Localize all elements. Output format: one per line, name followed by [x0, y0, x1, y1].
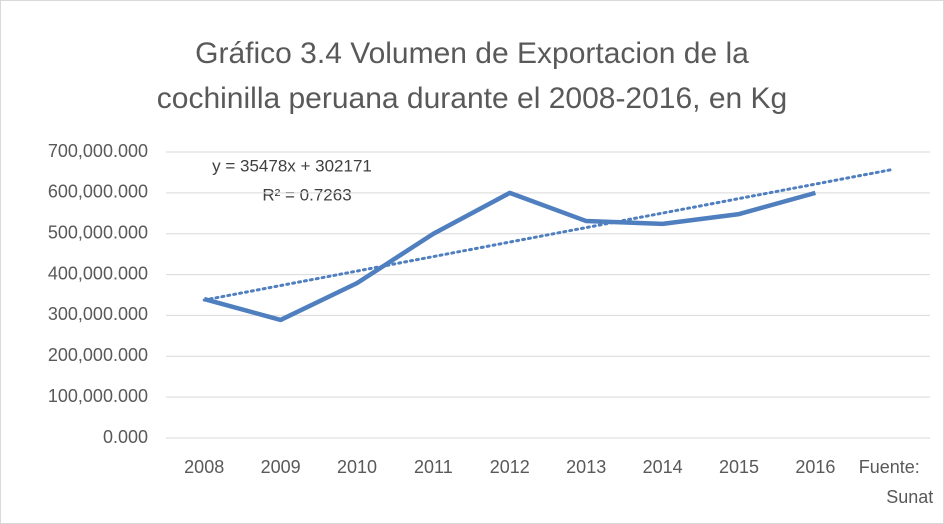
y-tick-label: 0.000: [103, 427, 148, 447]
x-tick-label: 2010: [337, 457, 377, 477]
x-tick-label: 2009: [261, 457, 301, 477]
series-line: [203, 190, 817, 323]
y-tick-label: 700,000.000: [48, 141, 148, 161]
x-tick-label: Fuente: Sunat: [859, 457, 934, 507]
x-tick-label: 2011: [414, 457, 453, 477]
y-tick-label: 500,000.000: [48, 222, 148, 242]
chart-title: Gráfico 3.4 Volumen de Exportacion de la: [195, 37, 749, 70]
x-tick-label: 2008: [184, 457, 224, 477]
x-tick-label: 2013: [566, 457, 606, 477]
chart-title: cochinilla peruana durante el 2008-2016,…: [157, 82, 787, 115]
x-tick-label: 2012: [490, 457, 530, 477]
y-tick-label: 600,000.000: [48, 182, 148, 202]
x-tick-label: 2015: [719, 457, 759, 477]
y-tick-label: 300,000.000: [48, 304, 148, 324]
trendline-equation: y = 35478x + 302171: [212, 156, 372, 175]
trendline-r2: R² = 0.7263: [262, 185, 351, 204]
y-tick-label: 200,000.000: [48, 345, 148, 365]
y-tick-label: 100,000.000: [48, 386, 148, 406]
x-tick-label: 2014: [643, 457, 683, 477]
x-tick-label: 2016: [795, 457, 835, 477]
y-tick-label: 400,000.000: [48, 263, 148, 283]
trendline: [202, 168, 894, 302]
